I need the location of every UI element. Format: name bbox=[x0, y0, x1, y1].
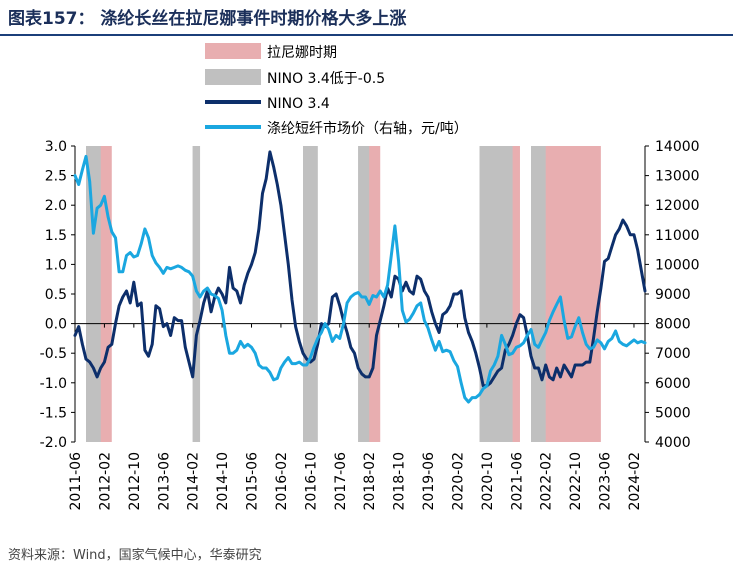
x-tick-label: 2021-06 bbox=[509, 452, 525, 511]
left-tick-label: 3.0 bbox=[45, 139, 67, 155]
legend: 拉尼娜时期 NINO 3.4低于-0.5 NINO 3.4 涤纶短纤市场价（右轴，元/… bbox=[205, 43, 468, 137]
x-tick-label: 2023-06 bbox=[598, 452, 614, 511]
legend-label: NINO 3.4低于-0.5 bbox=[267, 71, 385, 87]
nino-low-band-top-2 bbox=[303, 146, 318, 442]
right-tick-label: 10000 bbox=[655, 257, 700, 273]
title-rule bbox=[0, 34, 733, 36]
left-tick-label: -0.5 bbox=[40, 346, 67, 362]
right-tick-label: 12000 bbox=[655, 198, 700, 214]
x-tick-label: 2014-10 bbox=[215, 452, 231, 511]
polyester-price-line bbox=[73, 154, 647, 404]
x-tick-label: 2016-10 bbox=[303, 452, 319, 511]
la-nina-band-1 bbox=[365, 146, 381, 442]
x-tick-label: 2020-02 bbox=[450, 452, 466, 511]
legend-label: 拉尼娜时期 bbox=[267, 45, 337, 61]
x-tick-label: 2017-06 bbox=[333, 452, 349, 511]
x-tick-label: 2012-10 bbox=[127, 452, 143, 511]
nino-low-band-top-1 bbox=[192, 146, 201, 442]
x-tick-label: 2024-02 bbox=[627, 452, 643, 511]
x-tick-label: 2011-06 bbox=[68, 452, 84, 511]
right-tick-label: 13000 bbox=[655, 169, 700, 185]
x-tick-label: 2020-10 bbox=[480, 452, 496, 511]
right-tick-label: 5000 bbox=[655, 405, 691, 421]
shaded-periods bbox=[86, 146, 601, 442]
x-tick-label: 2022-02 bbox=[539, 452, 555, 511]
left-tick-label: 0.5 bbox=[45, 287, 67, 303]
legend-swatch bbox=[205, 43, 261, 59]
right-tick-label: 6000 bbox=[655, 376, 691, 392]
right-tick-label: 9000 bbox=[655, 287, 691, 303]
chart-title: 图表157： 涤纶长丝在拉尼娜事件时期价格大多上涨 bbox=[8, 9, 407, 29]
x-tick-label: 2016-02 bbox=[274, 452, 290, 511]
x-tick-label: 2018-10 bbox=[392, 452, 408, 511]
x-tick-label: 2013-06 bbox=[156, 452, 172, 511]
left-tick-label: 1.0 bbox=[45, 257, 67, 273]
x-tick-label: 2019-06 bbox=[421, 452, 437, 511]
right-tick-label: 14000 bbox=[655, 139, 700, 155]
x-tick-label: 2014-02 bbox=[186, 452, 202, 511]
x-tick-label: 2022-10 bbox=[568, 452, 584, 511]
left-tick-label: 2.0 bbox=[45, 198, 67, 214]
left-tick-label: 2.5 bbox=[45, 169, 67, 185]
left-tick-label: -2.0 bbox=[40, 435, 67, 451]
left-tick-label: -1.0 bbox=[40, 376, 67, 392]
legend-label: NINO 3.4 bbox=[267, 96, 330, 112]
right-tick-label: 4000 bbox=[655, 435, 691, 451]
legend-swatch bbox=[205, 69, 261, 85]
la-nina-band-2 bbox=[508, 146, 520, 442]
nino-low-band-top-4 bbox=[479, 146, 513, 442]
axes: 3.0 2.5 2.0 1.5 1.0 0.5 0.0 -0.5 -1.0 -1.5 -2.0 140… bbox=[40, 139, 700, 511]
x-tick-label: 2018-02 bbox=[362, 452, 378, 511]
left-tick-label: 1.5 bbox=[45, 228, 67, 244]
right-tick-label: 11000 bbox=[655, 228, 700, 244]
nino-low-band-top-0 bbox=[86, 146, 101, 442]
series-lines bbox=[73, 150, 647, 404]
nino-low-band-top-3 bbox=[358, 146, 370, 442]
la-nina-band-3 bbox=[542, 146, 601, 442]
nino34-line bbox=[73, 150, 647, 388]
left-tick-label: 0.0 bbox=[45, 317, 67, 333]
nino-low-band-top-5 bbox=[531, 146, 546, 442]
x-tick-label: 2012-02 bbox=[97, 452, 113, 511]
x-tick-label: 2015-06 bbox=[245, 452, 261, 511]
right-tick-label: 8000 bbox=[655, 317, 691, 333]
source-note: 资料来源：Wind，国家气候中心，华泰研究 bbox=[8, 548, 262, 563]
right-tick-label: 7000 bbox=[655, 346, 691, 362]
left-tick-label: -1.5 bbox=[40, 405, 67, 421]
legend-label: 涤纶短纤市场价（右轴，元/吨） bbox=[267, 120, 468, 137]
